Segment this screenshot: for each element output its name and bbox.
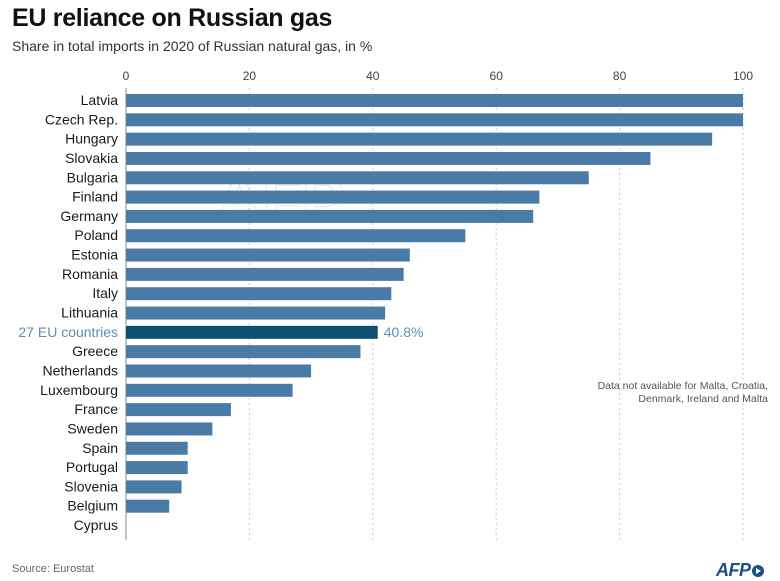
- x-tick-label: 60: [490, 69, 504, 83]
- bar: [126, 132, 713, 146]
- category-label: Italy: [92, 285, 118, 301]
- category-label: Latvia: [81, 92, 119, 108]
- category-label: Lithuania: [61, 305, 118, 321]
- category-label: Bulgaria: [67, 169, 119, 185]
- chart-title: EU reliance on Russian gas: [12, 4, 333, 32]
- bar: [126, 267, 404, 281]
- category-label: Hungary: [65, 131, 118, 147]
- bar: [126, 209, 534, 223]
- category-label: Estonia: [71, 247, 118, 263]
- afp-logo: AFP: [716, 560, 764, 581]
- bar: [126, 383, 293, 397]
- bar: [126, 248, 410, 262]
- bar: [126, 287, 392, 301]
- bar: [126, 480, 182, 494]
- bar-chart: AFP020406080100LatviaCzech Rep.HungarySl…: [18, 69, 768, 540]
- category-label: Germany: [60, 208, 118, 224]
- x-tick-label: 40: [366, 69, 380, 83]
- category-label: Slovakia: [65, 150, 118, 166]
- bar: [126, 113, 743, 127]
- category-label: Cyprus: [74, 517, 118, 533]
- x-tick-label: 20: [243, 69, 257, 83]
- category-label: Spain: [82, 440, 118, 456]
- bar: [126, 499, 170, 513]
- bar: [126, 94, 743, 107]
- category-label: Netherlands: [43, 362, 119, 378]
- bar: [126, 345, 361, 359]
- category-label: Czech Rep.: [45, 111, 118, 127]
- bar: [126, 441, 188, 455]
- category-label: Poland: [74, 227, 118, 243]
- category-label: Sweden: [67, 420, 118, 436]
- source-note: Source: Eurostat: [12, 563, 94, 575]
- category-label: Romania: [62, 266, 118, 282]
- bar: [126, 229, 466, 243]
- category-label: Belgium: [67, 498, 118, 514]
- category-label: Slovenia: [64, 478, 118, 494]
- x-tick-label: 100: [733, 69, 753, 83]
- bar: [126, 190, 540, 204]
- bar: [126, 171, 589, 185]
- data-label: 40.8%: [384, 324, 424, 340]
- annotation-note: Denmark, Ireland and Malta: [638, 393, 768, 405]
- category-label: Finland: [72, 189, 118, 205]
- bar: [126, 403, 231, 417]
- bar: [126, 306, 386, 320]
- bar: [126, 364, 312, 378]
- category-label: Greece: [72, 343, 118, 359]
- bar: [126, 461, 188, 475]
- annotation-note: Data not available for Malta, Croatia,: [598, 380, 768, 392]
- category-label: Luxembourg: [40, 382, 118, 398]
- bar: [126, 422, 213, 436]
- bar: [126, 325, 378, 339]
- x-tick-label: 80: [613, 69, 627, 83]
- category-label: Portugal: [66, 459, 118, 475]
- x-tick-label: 0: [123, 69, 130, 83]
- bar: [126, 151, 651, 165]
- chart-subtitle: Share in total imports in 2020 of Russia…: [12, 38, 373, 54]
- category-label: 27 EU countries: [18, 324, 118, 340]
- category-label: France: [74, 401, 118, 417]
